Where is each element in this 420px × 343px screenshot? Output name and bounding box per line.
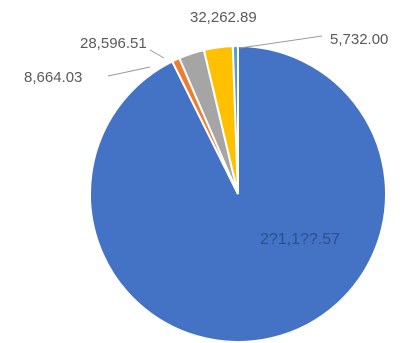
leader-line bbox=[149, 49, 165, 59]
data-labels: 2?1,1??.57 8,664.03 28,596.51 32,262.89 5,73… bbox=[24, 9, 388, 248]
data-label: 32,262.89 bbox=[190, 9, 257, 26]
data-label: 5,732.00 bbox=[330, 31, 388, 48]
pie-slices bbox=[89, 44, 387, 343]
pie-slice bbox=[231, 44, 239, 195]
data-label: 8,664.03 bbox=[24, 69, 82, 86]
leader-lines bbox=[107, 35, 323, 77]
leader-line bbox=[239, 35, 323, 49]
data-label: 2?1,1??.57 bbox=[260, 231, 340, 248]
leader-line bbox=[107, 66, 151, 77]
data-label: 28,596.51 bbox=[80, 35, 147, 52]
